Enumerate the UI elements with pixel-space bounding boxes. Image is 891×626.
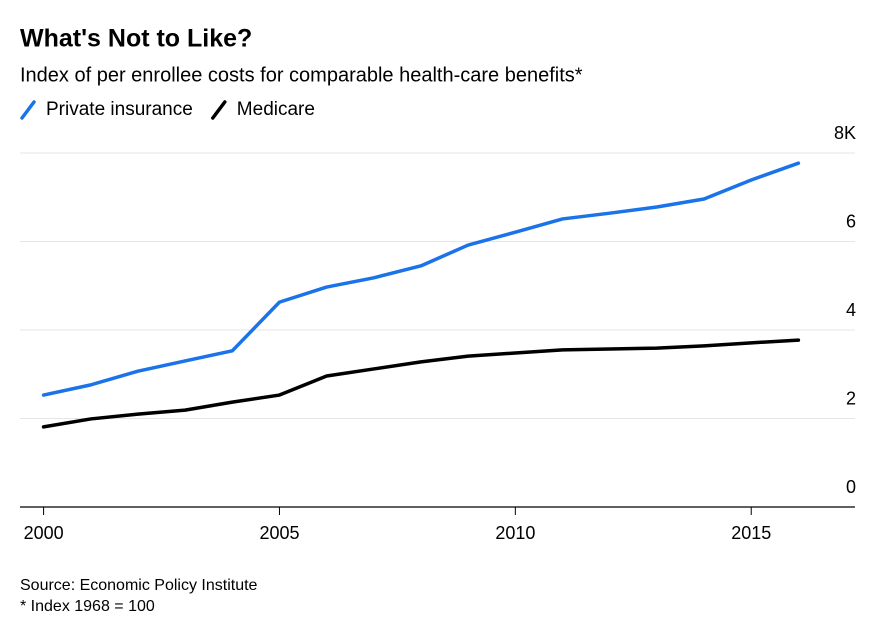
legend-swatch [20,100,36,120]
y-tick-label: 4 [846,300,856,320]
legend-label: Medicare [237,99,315,120]
y-tick-label: 0 [846,477,856,497]
series-line [41,338,801,429]
legend-label: Private insurance [46,99,193,120]
footnote: * Index 1968 = 100 [20,598,155,615]
series-line [41,161,801,397]
x-tick-label: 2005 [259,523,299,543]
chart-title: What's Not to Like? [20,25,252,53]
legend-swatch [211,100,227,120]
y-tick-label: 8K [834,123,856,143]
y-tick-label: 2 [846,388,856,408]
x-tick-label: 2010 [495,523,535,543]
x-tick-label: 2000 [24,523,64,543]
chart-subtitle: Index of per enrollee costs for comparab… [20,64,583,86]
x-tick-label: 2015 [731,523,771,543]
y-tick-label: 6 [846,211,856,231]
source: Source: Economic Policy Institute [20,577,258,594]
